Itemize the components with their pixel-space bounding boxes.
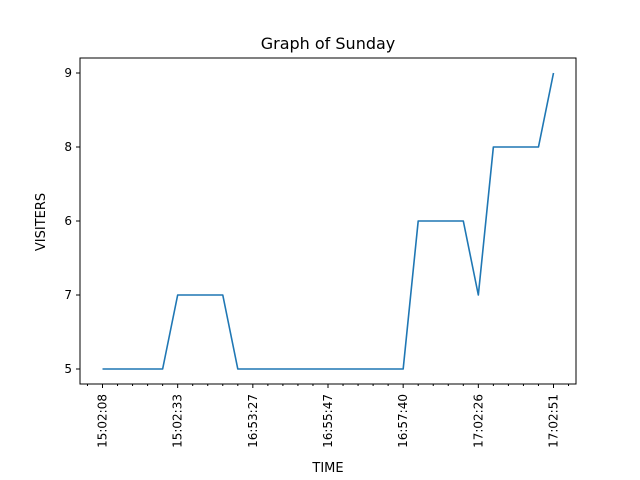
x-tick-label: 16:53:27 <box>246 394 260 448</box>
x-tick-label: 16:57:40 <box>396 394 410 448</box>
x-tick-label: 17:02:26 <box>471 394 485 448</box>
y-axis-label: VISITERS <box>34 193 49 251</box>
plot-frame <box>79 57 577 385</box>
x-tick-label: 15:02:33 <box>171 394 185 448</box>
series-line <box>102 72 555 370</box>
y-tick-label: 7 <box>64 288 72 302</box>
chart-title: Graph of Sunday <box>261 34 396 53</box>
y-axis: 5 7 6 8 9 <box>64 66 80 376</box>
x-tick-label: 15:02:08 <box>96 394 110 448</box>
y-tick-label: 6 <box>64 214 72 228</box>
x-axis-label: TIME <box>311 461 343 476</box>
x-tick-label: 17:02:51 <box>547 394 561 448</box>
x-axis: 15:02:08 15:02:33 16:53:27 16:55:47 16:57:40… <box>86 384 570 448</box>
plot-area <box>79 57 577 385</box>
y-tick-label: 8 <box>64 140 72 154</box>
y-tick-label: 5 <box>64 362 72 376</box>
x-tick-label: 16:55:47 <box>321 394 335 448</box>
y-tick-label: 9 <box>64 66 72 80</box>
